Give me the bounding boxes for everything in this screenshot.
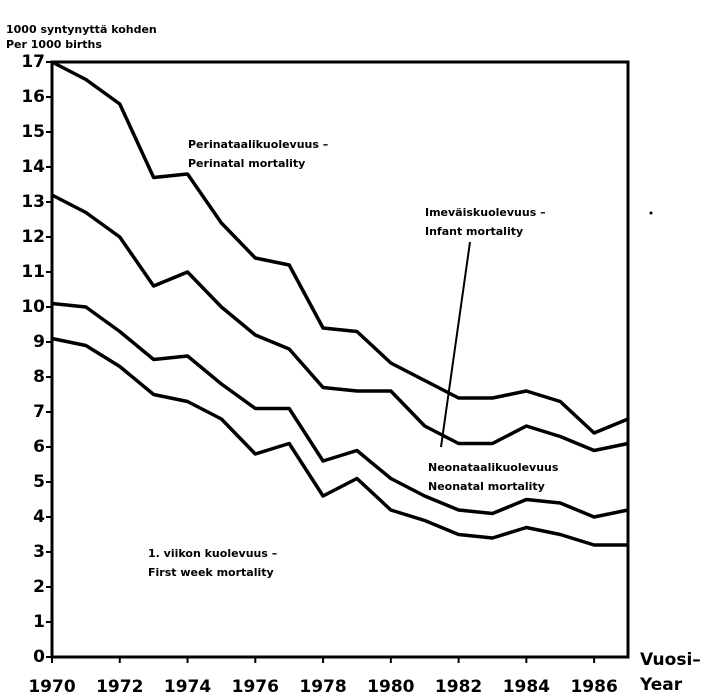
y-tick-label: 1 xyxy=(33,612,45,632)
x-tick-label: 1970 xyxy=(28,677,75,697)
y-axis-label: Per 1000 births xyxy=(6,38,102,51)
series-annotation: First week mortality xyxy=(148,566,274,579)
y-tick-label: 7 xyxy=(33,402,45,422)
series-line xyxy=(51,301,629,519)
y-tick-label: 13 xyxy=(21,192,45,212)
series-line xyxy=(51,193,629,453)
plot-frame xyxy=(50,60,630,659)
series-annotation: Perinataalikuolevuus – xyxy=(188,138,328,151)
y-tick-label: 11 xyxy=(21,262,45,282)
series-annotation: Perinatal mortality xyxy=(188,157,305,170)
y-tick-label: 4 xyxy=(33,507,45,527)
x-axis-label: Vuosi– xyxy=(640,650,701,670)
x-tick-label: 1974 xyxy=(164,677,211,697)
y-tick-label: 6 xyxy=(33,437,45,457)
x-tick-label: 1976 xyxy=(232,677,279,697)
series-annotation: Imeväiskuolevuus – xyxy=(425,206,546,219)
x-tick-label: 1978 xyxy=(299,677,346,697)
y-axis-label: 1000 syntynyttä kohden xyxy=(6,23,157,36)
speck xyxy=(649,211,653,215)
y-tick-label: 16 xyxy=(21,87,45,107)
x-tick-label: 1980 xyxy=(367,677,414,697)
series-annotation: Infant mortality xyxy=(425,225,523,238)
y-tick-label: 0 xyxy=(33,647,45,667)
series-annotation: 1. viikon kuolevuus – xyxy=(148,547,277,560)
x-tick-label: 1986 xyxy=(570,677,617,697)
y-tick-label: 10 xyxy=(21,297,45,317)
y-tick-label: 2 xyxy=(33,577,45,597)
y-tick-label: 3 xyxy=(33,542,45,562)
series-line xyxy=(51,60,629,435)
y-tick-label: 5 xyxy=(33,472,45,492)
pointer-line xyxy=(440,241,471,448)
x-tick-label: 1984 xyxy=(503,677,550,697)
series-annotation: Neonatal mortality xyxy=(428,480,545,493)
y-tick-label: 17 xyxy=(21,52,45,72)
y-tick-label: 8 xyxy=(33,367,45,387)
x-axis-label: Year xyxy=(639,675,683,695)
y-tick-label: 14 xyxy=(21,157,45,177)
y-tick-label: 9 xyxy=(33,332,45,352)
series-line xyxy=(51,336,628,547)
x-tick-label: 1982 xyxy=(435,677,482,697)
series-annotation: Neonataalikuolevuus xyxy=(428,461,559,474)
y-tick-label: 12 xyxy=(21,227,45,247)
x-tick-label: 1972 xyxy=(96,677,143,697)
y-tick-label: 15 xyxy=(21,122,45,142)
